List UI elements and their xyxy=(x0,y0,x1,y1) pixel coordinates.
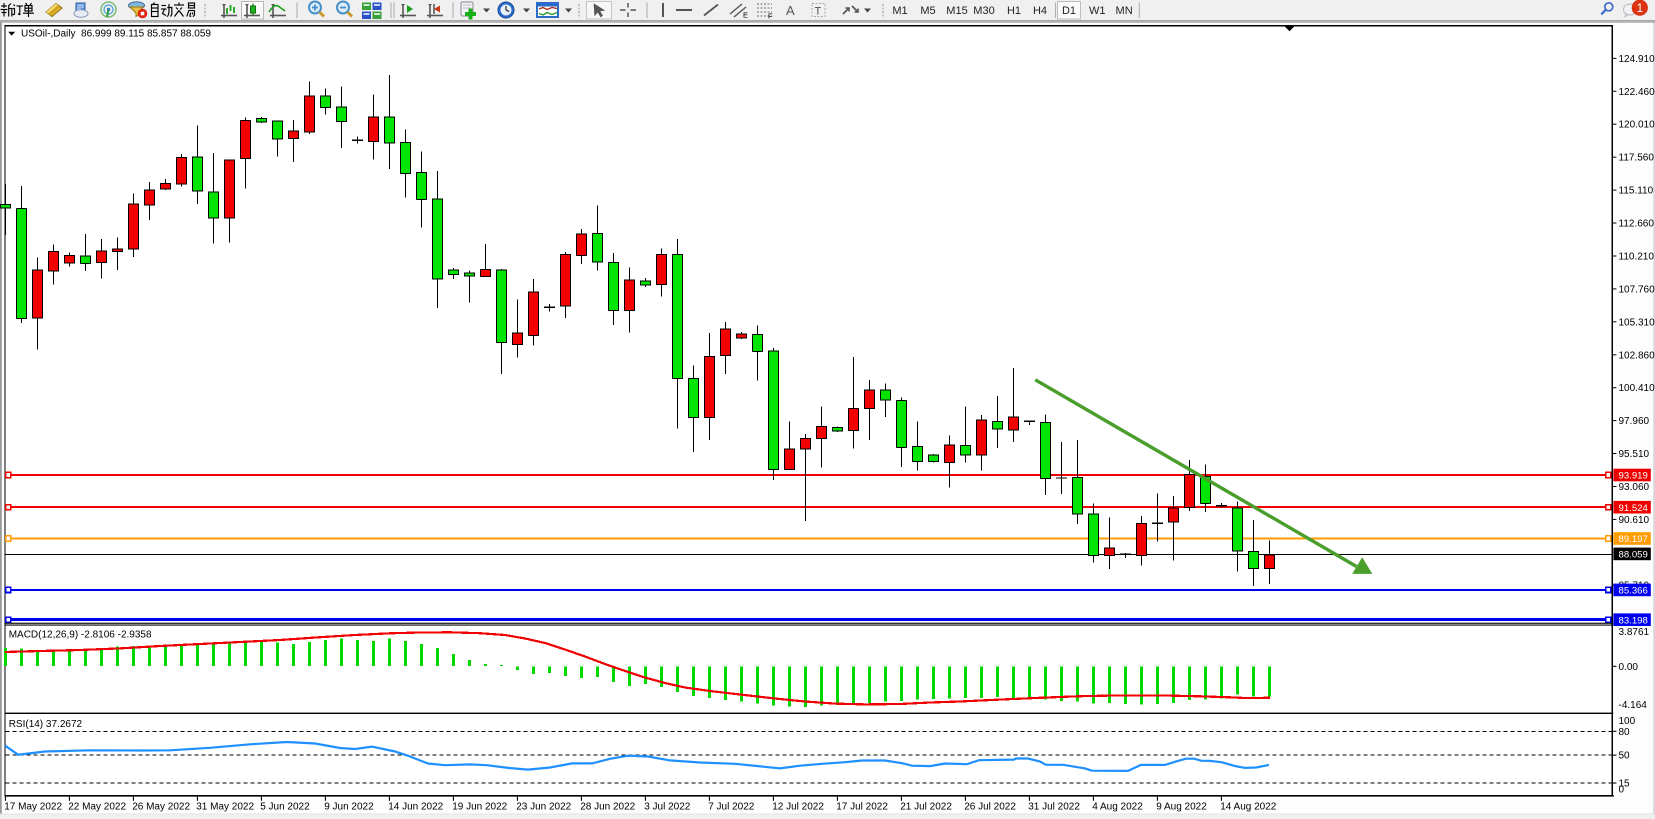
svg-text:17 Jul 2022: 17 Jul 2022 xyxy=(836,802,888,813)
svg-text:89.197: 89.197 xyxy=(1619,534,1648,545)
svg-text:91.524: 91.524 xyxy=(1619,503,1649,514)
svg-text:115.110: 115.110 xyxy=(1619,186,1654,197)
svg-text:3 Jul 2022: 3 Jul 2022 xyxy=(644,802,691,813)
svg-text:H1: H1 xyxy=(1007,5,1021,17)
svg-text:E: E xyxy=(743,11,748,20)
svg-text:14 Jun 2022: 14 Jun 2022 xyxy=(388,802,443,813)
svg-text:95.510: 95.510 xyxy=(1619,449,1650,460)
svg-text:21 Jul 2022: 21 Jul 2022 xyxy=(900,802,952,813)
svg-text:3.8761: 3.8761 xyxy=(1619,627,1650,638)
svg-text:9 Jun 2022: 9 Jun 2022 xyxy=(324,802,374,813)
svg-text:5 Jun 2022: 5 Jun 2022 xyxy=(260,802,310,813)
svg-text:93.919: 93.919 xyxy=(1619,471,1648,482)
svg-text:50: 50 xyxy=(1619,751,1631,762)
svg-text:100: 100 xyxy=(1619,716,1636,727)
svg-text:122.460: 122.460 xyxy=(1619,87,1655,98)
svg-text:M1: M1 xyxy=(892,5,907,17)
svg-text:80: 80 xyxy=(1619,727,1631,738)
svg-text:117.560: 117.560 xyxy=(1619,153,1655,164)
svg-text:17 May 2022: 17 May 2022 xyxy=(4,802,62,813)
svg-text:F: F xyxy=(768,12,773,21)
svg-text:31 May 2022: 31 May 2022 xyxy=(196,802,254,813)
svg-text:T: T xyxy=(815,6,822,18)
svg-text:88.059: 88.059 xyxy=(1619,550,1648,561)
svg-text:4 Aug 2022: 4 Aug 2022 xyxy=(1092,802,1143,813)
svg-text:W1: W1 xyxy=(1089,5,1106,17)
svg-text:83.198: 83.198 xyxy=(1619,615,1648,626)
svg-text:90.610: 90.610 xyxy=(1619,515,1650,526)
svg-text:1: 1 xyxy=(1636,1,1643,15)
svg-text:7 Jul 2022: 7 Jul 2022 xyxy=(708,802,755,813)
svg-text:H4: H4 xyxy=(1033,5,1047,17)
svg-text:112.660: 112.660 xyxy=(1619,219,1655,230)
svg-text:26 Jul 2022: 26 Jul 2022 xyxy=(964,802,1016,813)
svg-text:105.310: 105.310 xyxy=(1619,317,1655,328)
svg-text:102.860: 102.860 xyxy=(1619,350,1655,361)
svg-text:124.910: 124.910 xyxy=(1619,54,1655,65)
svg-text:15: 15 xyxy=(1619,779,1631,790)
svg-text:28 Jun 2022: 28 Jun 2022 xyxy=(580,802,635,813)
svg-text:12 Jul 2022: 12 Jul 2022 xyxy=(772,802,824,813)
svg-text:D1: D1 xyxy=(1062,5,1076,17)
svg-text:107.760: 107.760 xyxy=(1619,284,1655,295)
svg-text:26 May 2022: 26 May 2022 xyxy=(132,802,190,813)
svg-text:M30: M30 xyxy=(973,5,994,17)
svg-text:93.060: 93.060 xyxy=(1619,482,1650,493)
svg-text:31 Jul 2022: 31 Jul 2022 xyxy=(1028,802,1080,813)
svg-text:MN: MN xyxy=(1116,5,1133,17)
svg-text:100.410: 100.410 xyxy=(1619,383,1655,394)
svg-text:USOil-,Daily 86.999 89.115 85: USOil-,Daily 86.999 89.115 85.857 88.059 xyxy=(21,29,211,40)
svg-text:M5: M5 xyxy=(920,5,935,17)
svg-text:120.010: 120.010 xyxy=(1619,120,1655,131)
svg-text:A: A xyxy=(786,3,795,18)
svg-text:-4.164: -4.164 xyxy=(1619,700,1648,711)
svg-text:M15: M15 xyxy=(946,5,967,17)
svg-text:RSI(14) 37.2672: RSI(14) 37.2672 xyxy=(9,719,83,730)
svg-text:0.00: 0.00 xyxy=(1619,662,1639,673)
svg-text:85.366: 85.366 xyxy=(1619,586,1648,597)
svg-text:22 May 2022: 22 May 2022 xyxy=(68,802,126,813)
svg-text:0: 0 xyxy=(1619,784,1625,795)
svg-text:9 Aug 2022: 9 Aug 2022 xyxy=(1156,802,1207,813)
svg-text:110.210: 110.210 xyxy=(1619,252,1655,263)
svg-text:97.960: 97.960 xyxy=(1619,416,1650,427)
svg-text:19 Jun 2022: 19 Jun 2022 xyxy=(452,802,507,813)
svg-text:23 Jun 2022: 23 Jun 2022 xyxy=(516,802,571,813)
svg-text:MACD(12,26,9) -2.8106 -2.9358: MACD(12,26,9) -2.8106 -2.9358 xyxy=(9,630,152,641)
svg-text:14 Aug 2022: 14 Aug 2022 xyxy=(1220,802,1277,813)
